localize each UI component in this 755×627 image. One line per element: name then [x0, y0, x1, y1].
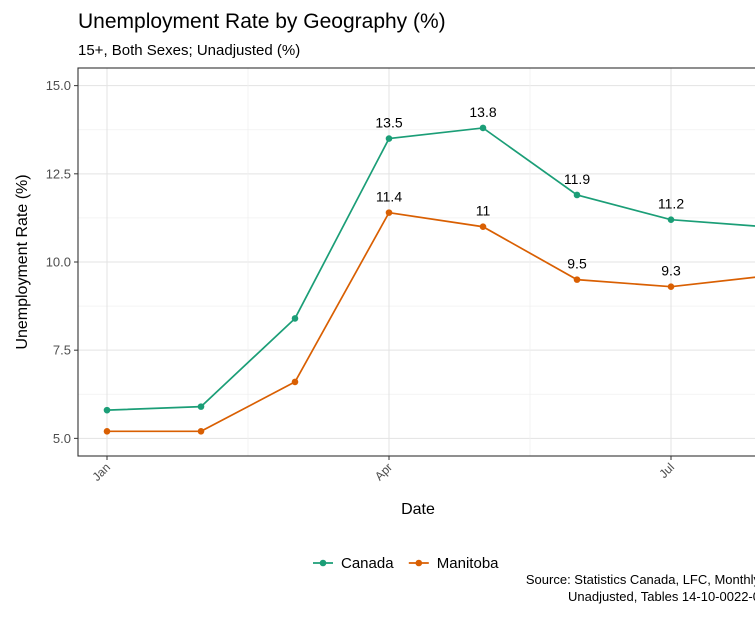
data-label: 9.3 [661, 263, 681, 279]
y-tick-label: 15.0 [46, 78, 71, 93]
data-point [385, 135, 393, 142]
data-point [667, 283, 675, 290]
y-axis-label: Unemployment Rate (%) [14, 174, 31, 349]
data-point [103, 406, 111, 414]
y-tick-label: 7.5 [53, 343, 71, 358]
chart-title: Unemployment Rate by Geography (%) [78, 10, 446, 33]
data-label: 13.8 [469, 104, 496, 120]
x-tick-label: Apr [372, 460, 395, 483]
data-label: 11.9 [564, 171, 590, 187]
data-point [103, 428, 111, 435]
x-axis: Jan Apr Jul [90, 456, 677, 484]
data-point [479, 223, 487, 231]
legend-key-point [319, 559, 327, 567]
data-point [291, 378, 299, 386]
series-line-canada [106, 127, 755, 411]
data-label: 11.2 [658, 196, 684, 212]
legend-label: Manitoba [437, 555, 499, 572]
data-label: 13.5 [375, 115, 402, 131]
data-point [291, 315, 299, 322]
data-point [385, 209, 393, 216]
data-point [197, 403, 205, 410]
chart-subtitle: 15+, Both Sexes; Unadjusted (%) [78, 42, 300, 59]
y-tick-label: 10.0 [46, 255, 71, 270]
y-tick-label: 12.5 [46, 166, 71, 181]
data-label: 11.4 [376, 189, 402, 205]
data-point [573, 191, 581, 199]
x-tick-label: Jan [90, 460, 114, 484]
caption-line-1: Source: Statistics Canada, LFC, Monthly [526, 572, 755, 587]
legend: Canada Manitoba [313, 555, 499, 572]
caption-line-2: Unadjusted, Tables 14-10-0022-0 [568, 589, 755, 604]
series-line-manitoba [107, 211, 755, 433]
data-point [479, 124, 487, 132]
plot-area [77, 67, 755, 457]
data-label: 11 [476, 203, 491, 219]
series-layer [103, 124, 755, 435]
y-tick-label: 5.0 [53, 431, 71, 446]
data-point [667, 216, 675, 223]
legend-key-point [415, 559, 423, 567]
legend-label: Canada [341, 555, 394, 572]
data-point [573, 276, 581, 283]
x-axis-label: Date [401, 501, 435, 518]
data-label: 9.5 [567, 256, 587, 272]
data-point [197, 428, 205, 435]
x-tick-label: Jul [656, 460, 677, 481]
y-axis: 5.0 7.5 10.0 12.5 15.0 [46, 78, 78, 446]
